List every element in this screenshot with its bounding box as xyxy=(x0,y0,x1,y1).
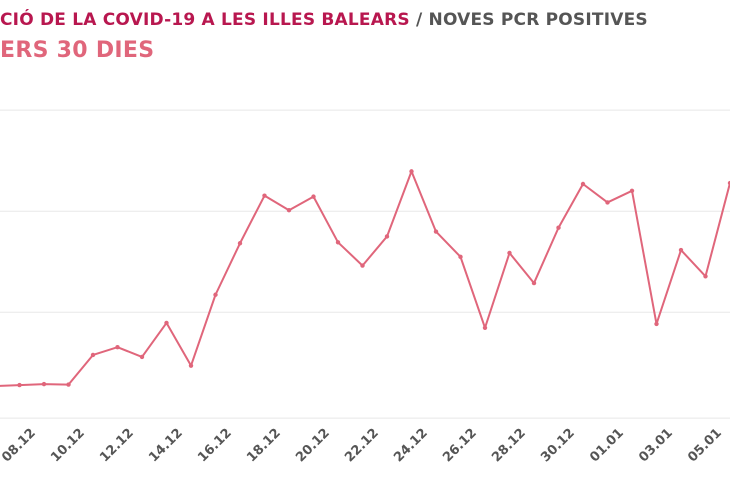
data-point-22 xyxy=(531,280,537,286)
data-point-3 xyxy=(66,382,71,387)
x-tick-label: 12.12 xyxy=(97,426,137,466)
chart-title-main: CIÓ DE LA COVID-19 A LES ILLES BALEARS xyxy=(0,10,410,30)
data-point-24 xyxy=(580,181,586,187)
data-point-8 xyxy=(188,363,194,368)
data-point-28 xyxy=(678,247,684,253)
chart-subtitle: ERS 30 DIES xyxy=(0,38,155,63)
x-tick-label: 28.12 xyxy=(489,426,529,466)
x-tick-label: 30.12 xyxy=(538,426,578,466)
series-line xyxy=(0,170,730,387)
x-tick-label: 08.12 xyxy=(0,426,39,466)
chart-title-secondary: NOVES PCR POSITIVES xyxy=(428,10,648,30)
data-point-20 xyxy=(482,325,488,330)
x-tick-label: 16.12 xyxy=(195,426,235,466)
data-point-10 xyxy=(237,241,243,246)
data-point-25 xyxy=(605,200,610,205)
data-point-21 xyxy=(507,250,512,256)
x-tick-label: 10.12 xyxy=(48,426,88,466)
x-tick-label: 20.12 xyxy=(293,426,333,466)
data-point-19 xyxy=(458,254,463,260)
data-point-6 xyxy=(139,354,145,360)
x-tick-label: 24.12 xyxy=(391,426,431,466)
data-point-26 xyxy=(629,188,635,194)
x-tick-label: 18.12 xyxy=(244,426,284,466)
data-point-15 xyxy=(360,263,365,268)
x-tick-label: 03.01 xyxy=(636,426,676,466)
x-tick-label: 05.01 xyxy=(685,426,725,466)
data-point-7 xyxy=(164,320,169,326)
data-point-12 xyxy=(286,208,292,213)
data-point-27 xyxy=(654,321,659,327)
chart-title: CIÓ DE LA COVID-19 A LES ILLES BALEARS /… xyxy=(0,10,648,30)
data-point-9 xyxy=(213,292,218,297)
chart-title-separator: / xyxy=(415,10,423,30)
data-point-23 xyxy=(556,225,561,230)
data-point-30 xyxy=(727,180,730,186)
data-point-17 xyxy=(409,169,414,174)
data-point-2 xyxy=(41,381,47,387)
data-point-16 xyxy=(384,234,390,239)
x-tick-label: 26.12 xyxy=(440,426,480,466)
x-tick-label: 01.01 xyxy=(587,426,627,466)
data-point-4 xyxy=(90,352,96,358)
x-tick-label: 14.12 xyxy=(146,426,186,466)
data-point-14 xyxy=(335,240,341,245)
data-point-18 xyxy=(433,229,439,234)
data-point-11 xyxy=(262,193,267,198)
x-tick-label: 22.12 xyxy=(342,426,382,466)
data-point-1 xyxy=(17,382,22,388)
data-point-29 xyxy=(703,274,708,279)
data-point-13 xyxy=(311,194,316,199)
data-point-5 xyxy=(115,345,120,350)
